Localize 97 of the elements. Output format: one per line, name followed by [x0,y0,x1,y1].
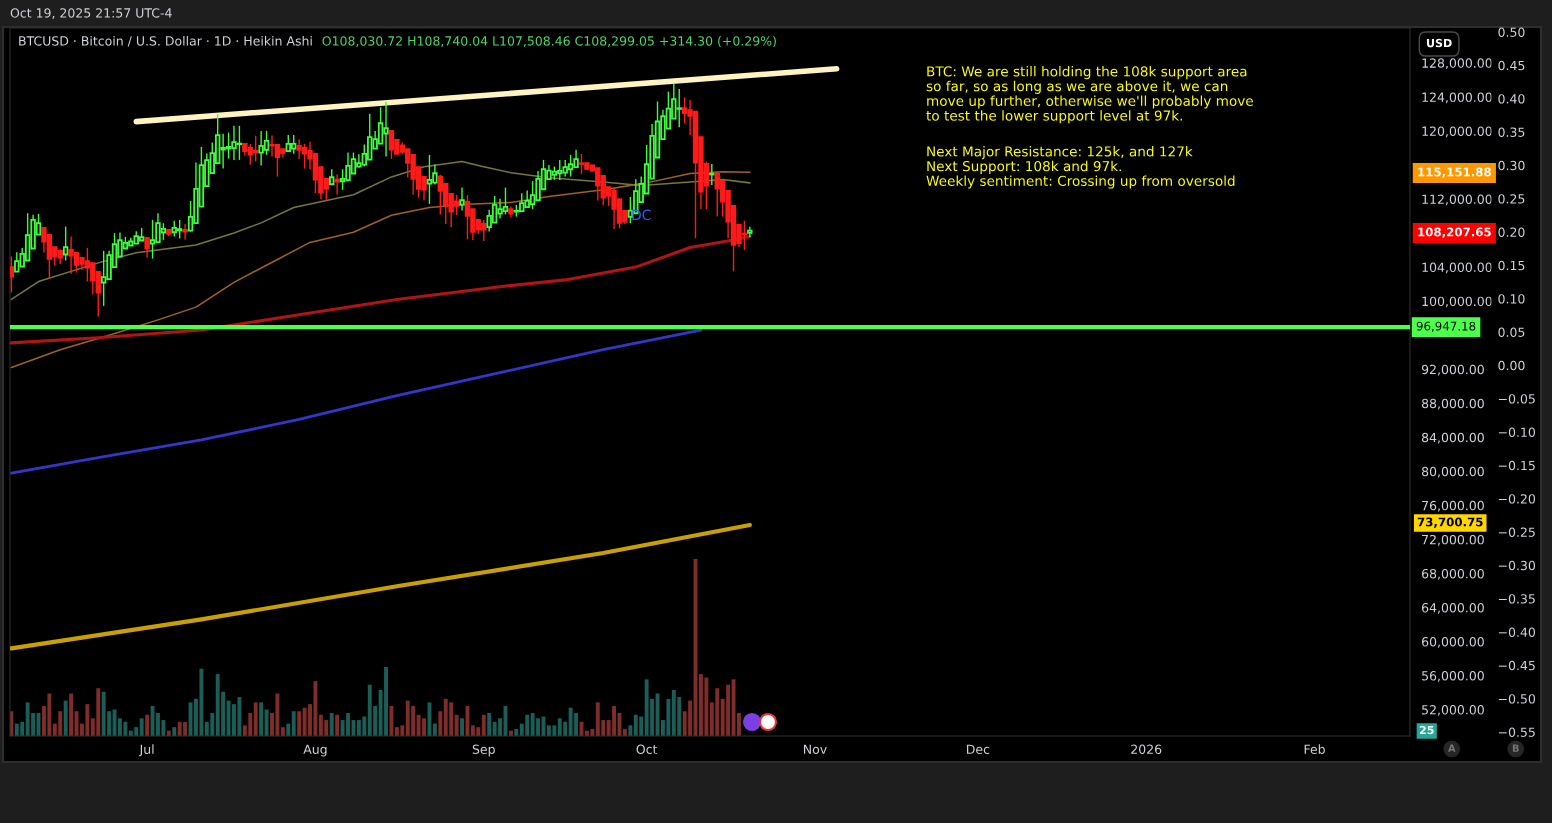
bar [145,714,150,736]
y2-tick-label: 0.40 [1498,94,1525,104]
line-series [10,234,752,345]
x-tick-label: Jul [138,744,154,757]
candlestick [437,174,444,216]
y2-tick-label: −0.40 [1498,627,1536,637]
y-tick-label: 80,000.00 [1421,466,1484,478]
line-series [10,160,751,301]
y2-tick-label: 0.15 [1498,260,1525,271]
y-tick-label: 100,000.00 [1422,296,1492,308]
text: Oct 19, 2025 21:57 UTC-4 [10,8,172,19]
y-tick-label: 92,000.00 [1421,364,1484,376]
line-series [10,171,751,369]
text: USD [1427,38,1452,48]
line-series [10,328,703,475]
candlestick [709,163,715,186]
bar [487,712,492,736]
y2-tick-label: 0.45 [1498,60,1525,71]
y-tick-label: 56,000.00 [1422,671,1484,682]
y2-tick-label: −0.05 [1498,394,1535,404]
y-tick-label: 84,000.00 [1421,432,1484,444]
x-tick-label: Aug [303,744,327,757]
bar [389,705,394,736]
bar [259,702,264,736]
ref-line-label: 96,947.18 [1416,321,1476,332]
y-tick-label: 124,000.00 [1422,92,1492,104]
y2-tick-label: −0.25 [1498,527,1535,537]
bar [335,714,340,736]
bar [139,718,144,736]
y2-tick-label: 0.00 [1498,360,1525,371]
y2-tick-label: 0.25 [1498,194,1525,204]
text: A [1448,744,1456,752]
y-tick-label: 52,000.00 [1422,705,1484,716]
x-tick-label: Feb [1304,744,1325,755]
bar [69,693,74,736]
y-tick-label: 72,000.00 [1422,534,1484,546]
bar [329,712,334,736]
line-series [10,522,752,651]
bar [264,709,269,736]
text: 108,207.65 [1418,227,1491,238]
y-tick-label: 88,000.00 [1421,398,1484,410]
y2-tick-label: 0.10 [1498,294,1525,304]
x-tick-label: 2026 [1131,744,1162,755]
y-tick-label: 112,000.00 [1422,194,1492,206]
y2-tick-label: −0.15 [1498,460,1535,471]
y-tick-label: 104,000.00 [1422,262,1492,274]
y-tick-label: 76,000.00 [1422,500,1484,512]
candlestick [334,173,340,196]
bar [172,727,177,736]
y2-tick-label: 0.50 [1498,27,1525,37]
candlestick [10,255,15,294]
bar [481,714,486,736]
bar [297,711,302,736]
candlestick [459,186,465,212]
y2-tick-label: 0.30 [1498,160,1525,171]
x-tick-label: Dec [967,744,990,755]
text: 115,151.88 [1418,167,1491,178]
annotation: BTC: We are still holding the 108k support area so far, so as long as we are above it, we can move up further, otherwise we'll probably move to test the lower support level at 97k. [926,66,1253,124]
candlestick [144,236,150,259]
y2-tick-label: −0.55 [1498,727,1535,737]
y2-tick-label: −0.20 [1498,494,1536,504]
text: B [1512,744,1519,752]
y2-tick-label: 0.05 [1498,327,1525,337]
y-tick-label: 68,000.00 [1421,568,1484,580]
x-tick-label: Nov [804,744,827,755]
candlestick [176,219,183,240]
bar [291,711,296,736]
text: O108,030.72 H108,740.04 L107,508.46 C108,299.05 +314.30 (+0.29%) [322,35,776,48]
bar [286,723,291,736]
y2-tick-label: 0.35 [1498,127,1525,137]
text: BTCUSD · Bitcoin / U.S. Dollar · 1D · Heikin Ashi [19,35,312,47]
y-tick-label: 120,000.00 [1422,126,1492,138]
x-tick-label: Oct [636,744,658,755]
bar [628,725,633,736]
bar [63,700,68,736]
y2-tick-label: −0.35 [1498,594,1535,604]
bar [432,723,437,736]
y2-tick-label: −0.50 [1498,694,1536,704]
bar [454,714,459,736]
annotation: Next Major Resistance: 125k, and 127k Next Support: 108k and 97k. Weekly sentiment: Crossing up from oversold [926,146,1235,189]
y-tick-label: 60,000.00 [1421,637,1484,648]
bar [280,727,285,736]
y-tick-label: 64,000.00 [1421,602,1484,614]
bar [253,702,258,736]
text: 73,700.75 [1417,517,1483,528]
candlestick [182,223,188,241]
bar [438,711,443,736]
y2-tick-label: −0.30 [1498,560,1536,571]
y2-tick-label: 0.20 [1498,227,1525,237]
bar [460,718,464,736]
text: 25 [1419,725,1434,735]
x-tick-label: Sep [472,744,495,757]
y2-tick-label: −0.10 [1498,427,1536,437]
bar [737,712,741,736]
y-tick-label: 128,000.00 [1422,58,1492,70]
candlestick [62,225,69,262]
y2-tick-label: −0.45 [1498,660,1535,671]
